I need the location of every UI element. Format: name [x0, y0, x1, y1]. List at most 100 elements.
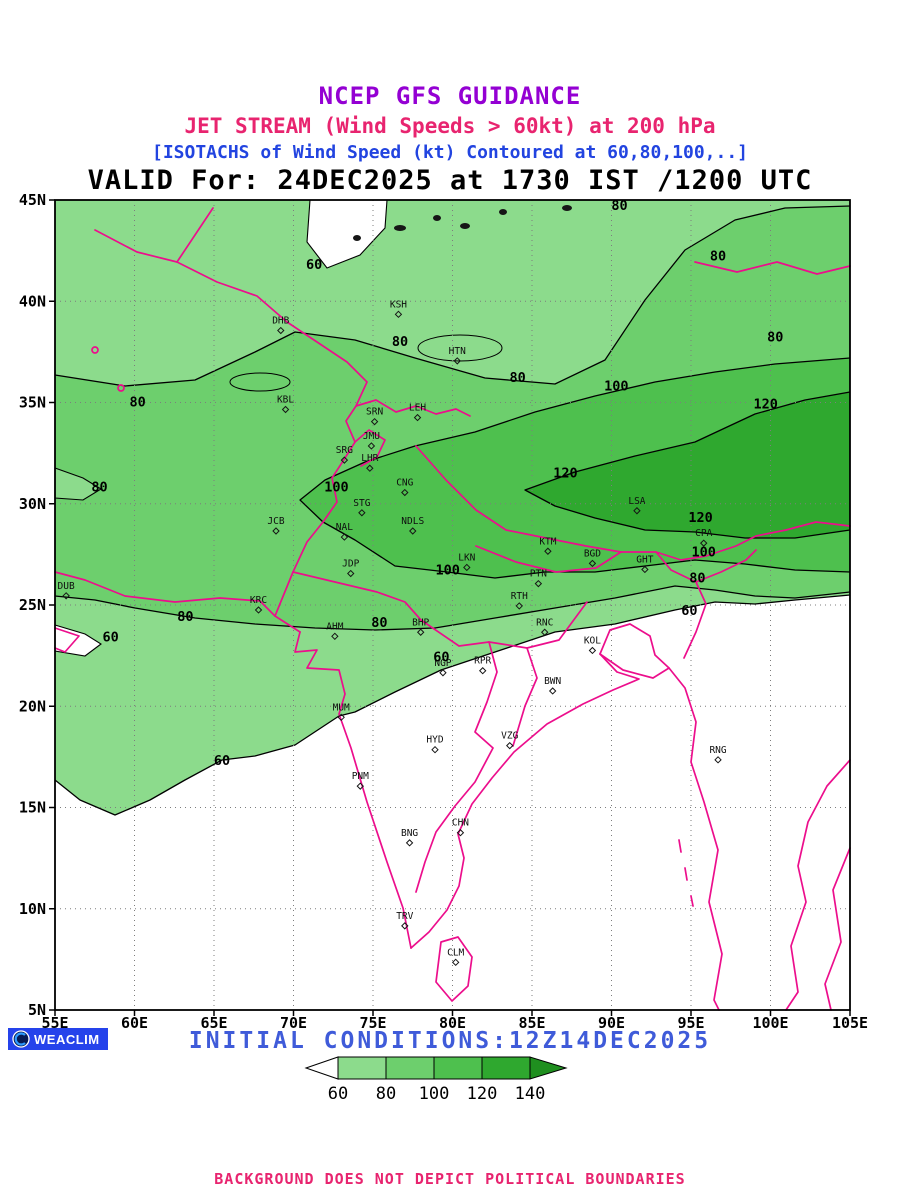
station-marker — [347, 569, 355, 578]
lake-outline — [91, 346, 99, 354]
lon-tick-label: 95E — [677, 1014, 704, 1030]
coast-gulf-thailand — [824, 847, 851, 1011]
border-central-india — [420, 601, 588, 649]
terrain-speck — [433, 215, 441, 221]
isotach-label-80: 80 — [371, 615, 387, 631]
initial-conditions: INITIAL CONDITIONS:12Z14DEC2025 — [188, 1028, 712, 1054]
weaclim-logo: WEACLIM — [8, 1028, 108, 1050]
station-label-rth: RTH — [511, 591, 528, 602]
coast-gulf-west — [54, 627, 80, 653]
isotach-map: DHB KSH HTN KBL LEH SRN JMU SRG LHR CNG STG NDLS JCB… — [19, 191, 868, 1030]
border-indo-pak — [274, 429, 386, 617]
fill-120kt — [525, 392, 850, 538]
station-marker — [431, 745, 439, 754]
station-marker — [416, 628, 425, 636]
isotach-label-80: 80 — [767, 330, 783, 346]
station-label-lsa: LSA — [628, 496, 645, 507]
lat-tick-label: 45N — [19, 191, 46, 209]
station-marker — [541, 628, 549, 636]
station-marker — [641, 565, 649, 574]
station-label-hyd: HYD — [426, 735, 443, 746]
station-marker — [714, 756, 722, 764]
lat-tick-label: 5N — [28, 1001, 46, 1019]
isotach-label-80: 80 — [710, 249, 726, 265]
station-marker — [367, 442, 376, 450]
border-central-asia — [94, 229, 368, 407]
station-label-jdp: JDP — [342, 559, 359, 570]
coast-sri-lanka — [435, 936, 473, 1002]
station-label-ksh: KSH — [390, 299, 407, 310]
title-product: JET STREAM (Wind Speeds > 60kt) at 200 h… — [184, 114, 716, 138]
isotach-label-80: 80 — [611, 198, 627, 214]
isotach-label-100: 100 — [436, 563, 460, 579]
isotach-label-60: 60 — [214, 753, 230, 769]
station-label-bng: BNG — [401, 828, 418, 839]
station-marker — [515, 602, 523, 610]
station-marker — [272, 527, 280, 535]
station-label-clm: CLM — [447, 947, 464, 958]
station-marker — [405, 839, 414, 847]
station-label-jcb: JCB — [267, 516, 284, 527]
isotach-label-80: 80 — [91, 480, 107, 496]
station-marker — [337, 713, 345, 722]
station-label-mum: MUM — [333, 702, 350, 713]
border-ne-india — [655, 549, 757, 583]
lat-tick-label: 30N — [19, 495, 46, 513]
border-ne-india-2 — [683, 581, 707, 659]
lon-tick-label: 80E — [439, 1014, 466, 1030]
lon-tick-label: 105E — [832, 1014, 868, 1030]
station-label-htn: HTN — [449, 346, 466, 357]
border-kashmir-north — [345, 399, 471, 443]
legend-value-60: 60 — [328, 1084, 348, 1104]
station-marker — [409, 527, 417, 535]
plot-area: DHB KSH HTN KBL LEH SRN JMU SRG LHR CNG STG NDLS JCB… — [54, 198, 851, 1011]
legend-value-100: 100 — [419, 1084, 450, 1104]
station-marker — [479, 667, 487, 675]
legend-cell-60 — [337, 1056, 387, 1080]
legend-colorbar: 60 80 100 120 140 — [304, 1056, 568, 1104]
weaclim-logo-text: WEACLIM — [34, 1031, 100, 1047]
footer-row: WEACLIM INITIAL CONDITIONS:12Z14DEC2025 — [0, 1026, 900, 1054]
station-marker — [548, 687, 557, 695]
station-marker — [394, 310, 403, 319]
isotach-label-100: 100 — [324, 480, 348, 496]
station-label-rpr: RPR — [474, 656, 491, 667]
legend-bar: 60 80 100 120 140 — [304, 1056, 568, 1104]
title-valid-time: VALID For: 24DEC2025 at 1730 IST /1200 U… — [87, 165, 813, 196]
title-model: NCEP GFS GUIDANCE — [318, 82, 582, 110]
station-marker — [463, 563, 471, 572]
border-south-india — [415, 641, 498, 893]
station-label-pnm: PNM — [352, 771, 369, 782]
lon-axis-labels: 55E 60E 65E 70E 75E 80E 85E 90E 95E 100E 105E — [41, 1010, 868, 1030]
station-marker — [633, 507, 641, 515]
station-label-vzg: VZG — [501, 731, 518, 742]
lat-tick-label: 40N — [19, 292, 46, 310]
station-marker — [401, 488, 409, 497]
station-label-dub: DUB — [58, 581, 75, 592]
station-marker — [588, 559, 597, 568]
station-labels: DHB KSH HTN KBL LEH SRN JMU SRG LHR CNG STG NDLS JCB… — [58, 299, 727, 967]
isotach-label-100: 100 — [692, 544, 716, 560]
station-label-ptn: PTN — [530, 569, 547, 580]
isotach-label-80: 80 — [689, 571, 705, 587]
station-label-rnc: RNC — [536, 617, 553, 628]
station-label-ahm: AHM — [326, 621, 343, 632]
isotach-label-60: 60 — [433, 650, 449, 666]
station-label-krc: KRC — [250, 595, 267, 606]
legend-cell-100 — [433, 1056, 483, 1080]
coast-india-west — [294, 631, 412, 949]
station-marker — [456, 829, 465, 837]
station-marker — [331, 632, 339, 641]
lake-outline — [117, 384, 125, 392]
isotach-label-60: 60 — [681, 603, 697, 619]
station-label-srn: SRN — [366, 407, 383, 418]
terrain-speck — [499, 209, 507, 215]
coast-makran — [54, 571, 301, 633]
lat-tick-label: 10N — [19, 900, 46, 918]
station-marker — [439, 669, 447, 677]
terrain-speck — [394, 225, 406, 231]
station-marker — [277, 326, 285, 335]
station-marker — [453, 357, 461, 365]
lon-tick-label: 90E — [598, 1014, 625, 1030]
